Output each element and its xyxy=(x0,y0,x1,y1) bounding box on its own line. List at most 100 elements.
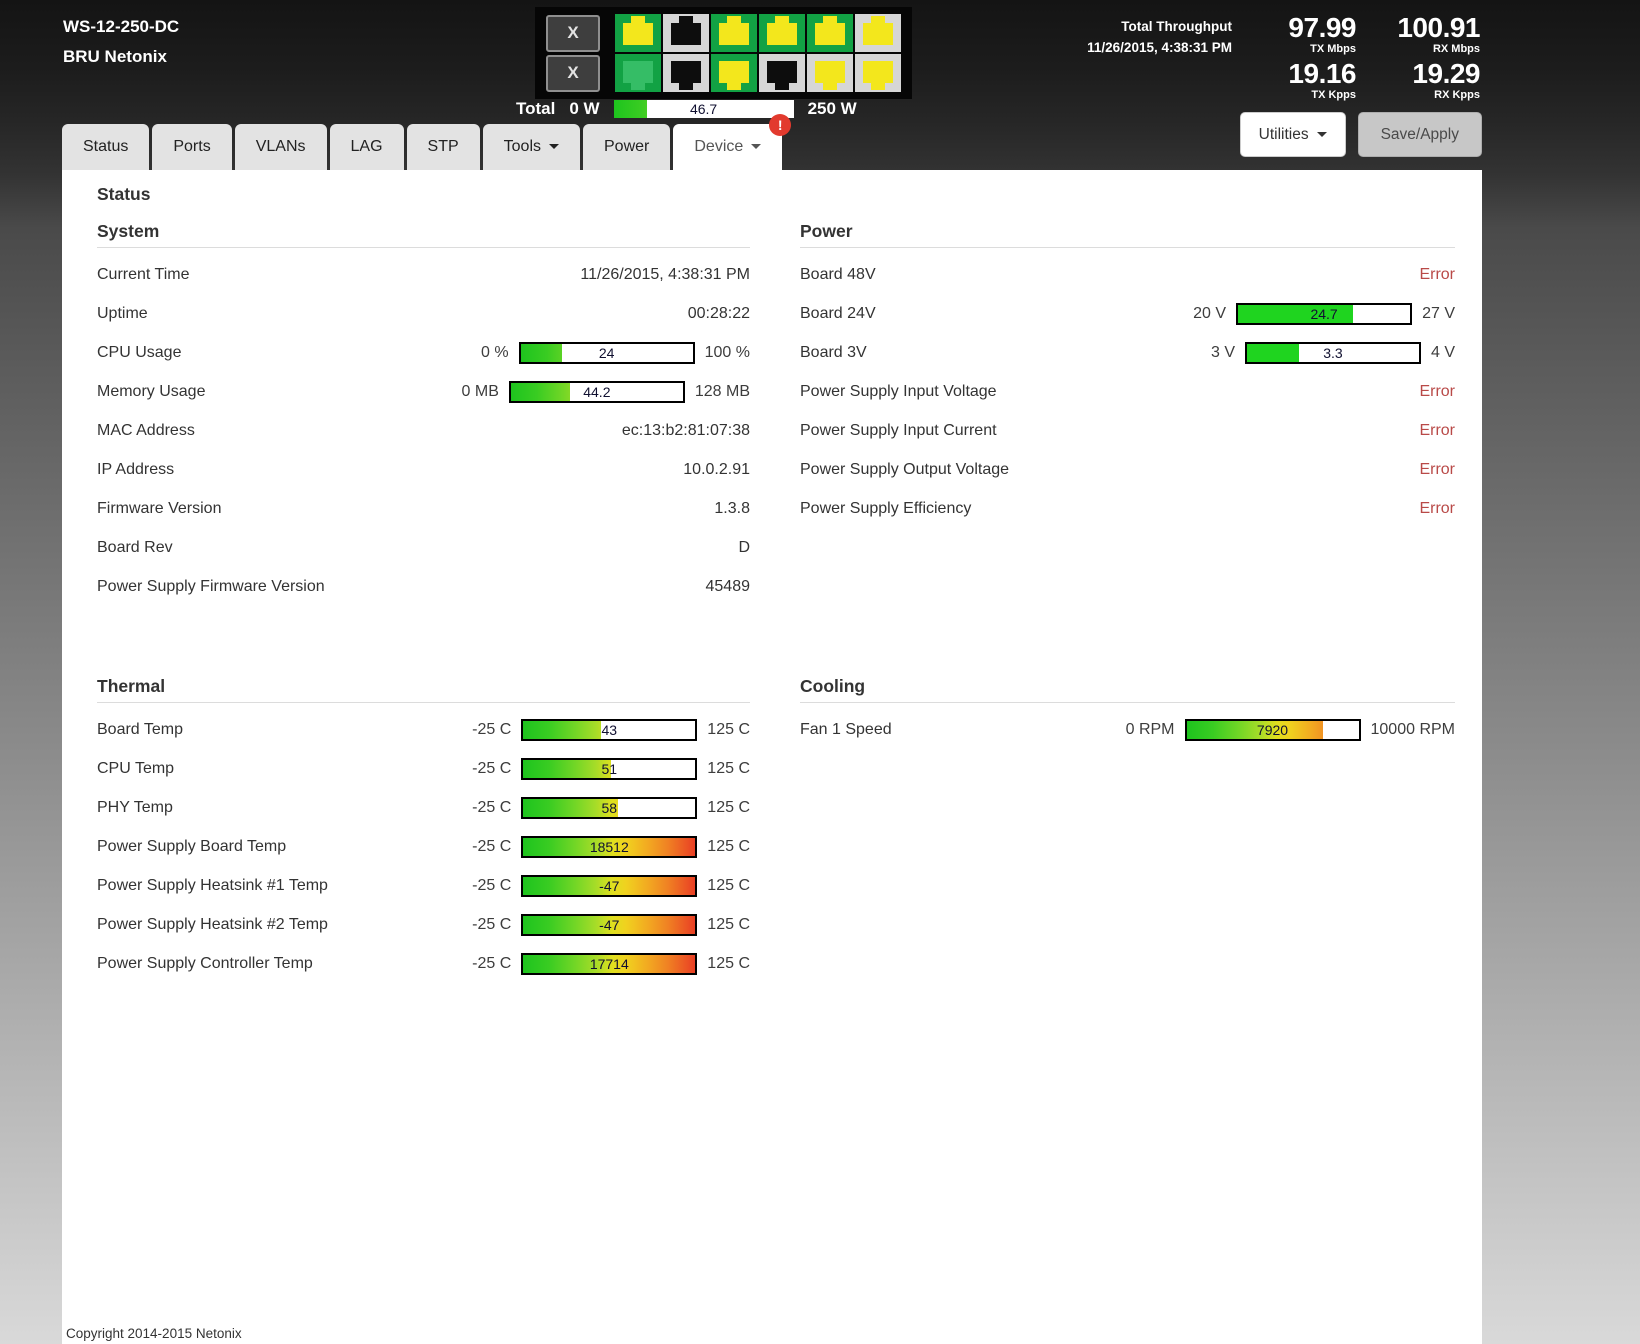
board-3v-meter: 3.3 xyxy=(1244,341,1421,364)
tx-column: 97.99 TX Mbps 19.16 TX Kpps xyxy=(1256,13,1356,105)
meter-cover xyxy=(610,759,696,778)
row-label: Power Supply Heatsink #2 Temp xyxy=(97,915,328,933)
row-label: Board Temp xyxy=(97,720,183,738)
mac-address-row: MAC Address ec:13:b2:81:07:38 xyxy=(97,411,750,450)
rx-mbps-label: RX Mbps xyxy=(1432,43,1480,55)
row-value: Error xyxy=(1419,499,1455,517)
meter-max-label: 128 MB xyxy=(694,382,750,400)
rj45-icon xyxy=(719,23,749,45)
meter-value: 17714 xyxy=(589,955,629,972)
device-hostname: BRU Netonix xyxy=(63,47,167,66)
cpu-usage-meter: 24 xyxy=(518,341,695,364)
port-1[interactable] xyxy=(615,14,661,52)
row-value: ec:13:b2:81:07:38 xyxy=(621,421,750,439)
meter-min-label: 0 % xyxy=(481,343,509,361)
meter-max-label: 125 C xyxy=(707,876,750,894)
port-10[interactable] xyxy=(807,54,853,92)
meter-group: -25 C -47 125 C xyxy=(472,913,750,936)
section-power: Power Board 48V Error Board 24V 20 V 24.7 27 … xyxy=(800,221,1455,606)
rj45-icon xyxy=(623,61,653,83)
port-row-close-buttons: X X xyxy=(546,14,600,92)
row-label: Current Time xyxy=(97,265,190,283)
port-9[interactable] xyxy=(807,14,853,52)
firmware-version-row: Firmware Version 1.3.8 xyxy=(97,489,750,528)
meter-value: -47 xyxy=(599,916,620,933)
phy-temp-row: PHY Temp -25 C 58 125 C xyxy=(97,788,750,827)
rx-kpps-label: RX Kpps xyxy=(1434,89,1480,101)
meter-cover xyxy=(1353,304,1411,323)
row-value: Error xyxy=(1419,265,1455,283)
meter-group: -25 C 51 125 C xyxy=(472,757,750,780)
meter-min-label: 20 V xyxy=(1193,304,1227,322)
row-label: Board 24V xyxy=(800,304,876,322)
power-supply-firmware-version-row: Power Supply Firmware Version 45489 xyxy=(97,567,750,606)
meter-cover xyxy=(618,798,696,817)
rj45-icon xyxy=(671,61,701,83)
port-5[interactable] xyxy=(711,14,757,52)
tab-lag[interactable]: LAG xyxy=(329,124,404,170)
tab-label: Power xyxy=(604,138,650,155)
tab-vlans[interactable]: VLANs xyxy=(234,124,327,170)
meter-max-label: 125 C xyxy=(707,798,750,816)
row-value: Error xyxy=(1419,382,1455,400)
meter-group: 0 % 24 100 % xyxy=(481,341,750,364)
uptime-row: Uptime 00:28:22 xyxy=(97,294,750,333)
meter-value: 24 xyxy=(598,344,615,361)
total-power-row: Total 0 W 46.7 250 W xyxy=(516,99,857,119)
section-title-thermal: Thermal xyxy=(97,676,166,696)
board-3v-row: Board 3V 3 V 3.3 4 V xyxy=(800,333,1455,372)
row-label: CPU Usage xyxy=(97,343,182,361)
meter-value: 51 xyxy=(601,760,618,777)
total-power-cover xyxy=(647,100,794,118)
row-label: MAC Address xyxy=(97,421,195,439)
meter-min-label: -25 C xyxy=(472,759,512,777)
port-4[interactable] xyxy=(663,54,709,92)
port-8[interactable] xyxy=(759,54,805,92)
section-thermal: Thermal Board Temp -25 C 43 125 C CPU Temp -2… xyxy=(97,676,750,983)
tab-tools[interactable]: Tools xyxy=(482,124,580,170)
tab-label: LAG xyxy=(350,138,383,155)
tab-power[interactable]: Power xyxy=(583,124,671,170)
tab-stp[interactable]: STP xyxy=(406,124,480,170)
tab-bar: Status Ports VLANs LAG STP Tools Power Device! xyxy=(62,114,792,170)
meter-group: 20 V 24.7 27 V xyxy=(1193,302,1455,325)
row-label: Uptime xyxy=(97,304,148,322)
meter-value: 43 xyxy=(601,721,618,738)
meter-min-label: -25 C xyxy=(472,837,512,855)
rj45-icon xyxy=(719,61,749,83)
total-power-max: 250 W xyxy=(807,99,857,118)
close-top-row-button[interactable]: X xyxy=(546,14,600,52)
device-model: WS-12-250-DC xyxy=(63,17,180,36)
row-label: IP Address xyxy=(97,460,175,478)
row-label: PHY Temp xyxy=(97,798,173,816)
row-label: Power Supply Output Voltage xyxy=(800,460,1010,478)
meter-min-label: 3 V xyxy=(1210,343,1235,361)
tab-ports[interactable]: Ports xyxy=(152,124,232,170)
port-2[interactable] xyxy=(615,54,661,92)
meter-max-label: 125 C xyxy=(707,954,750,972)
power-supply-controller-temp-row: Power Supply Controller Temp -25 C 17714 12… xyxy=(97,944,750,983)
thermal-rows: Board Temp -25 C 43 125 C CPU Temp -25 C 51 125… xyxy=(97,710,750,983)
meter-max-label: 4 V xyxy=(1430,343,1455,361)
row-value: Error xyxy=(1419,421,1455,439)
chevron-down-icon xyxy=(549,144,559,150)
save-apply-button[interactable]: Save/Apply xyxy=(1357,112,1482,157)
port-grid xyxy=(615,14,901,92)
port-11[interactable] xyxy=(855,14,901,52)
close-bottom-row-button[interactable]: X xyxy=(546,54,600,92)
rj45-icon xyxy=(815,61,845,83)
tab-label: Ports xyxy=(173,138,211,155)
utilities-button[interactable]: Utilities xyxy=(1239,112,1346,157)
port-7[interactable] xyxy=(759,14,805,52)
port-6[interactable] xyxy=(711,54,757,92)
meter-min-label: -25 C xyxy=(472,720,512,738)
meter-group: 0 MB 44.2 128 MB xyxy=(462,380,750,403)
port-12[interactable] xyxy=(855,54,901,92)
tab-status[interactable]: Status xyxy=(62,124,150,170)
tab-device[interactable]: Device! xyxy=(673,114,792,170)
brand: WS-12-250-DC BRU Netonix xyxy=(63,12,179,72)
power-supply-controller-temp-meter: 17714 xyxy=(521,952,698,975)
port-3[interactable] xyxy=(663,14,709,52)
rj45-icon xyxy=(815,23,845,45)
